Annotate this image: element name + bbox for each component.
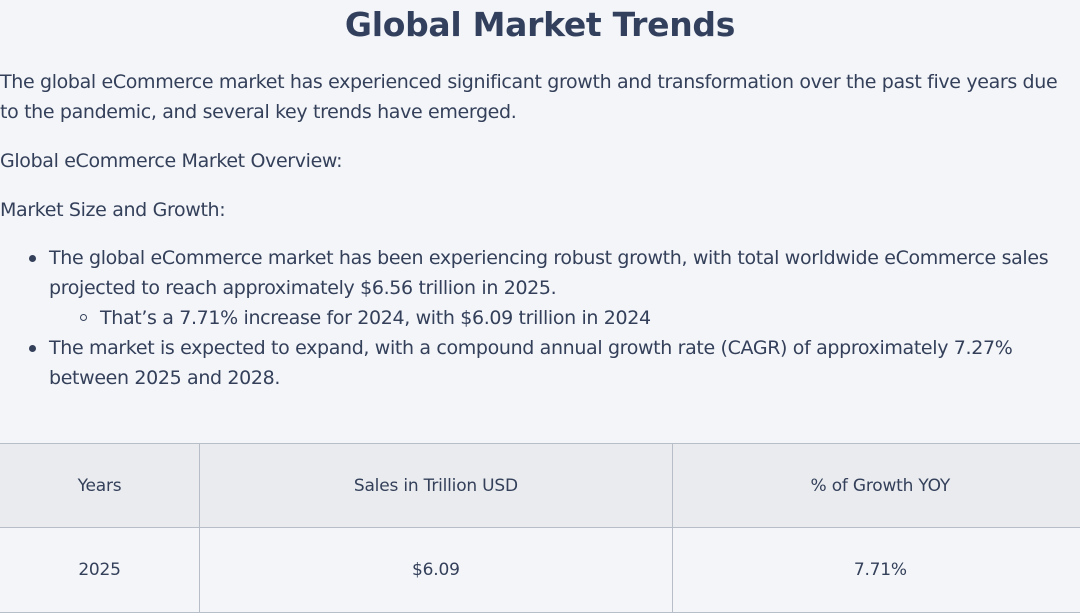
bullet-list: The global eCommerce market has been exp…	[0, 243, 1080, 393]
cell-year: 2025	[0, 527, 201, 613]
header-sales: Sales in Trillion USD	[199, 443, 673, 528]
market-size-heading: Market Size and Growth:	[0, 199, 226, 221]
table-header-row: Years Sales in Trillion USD % of Growth …	[0, 443, 1080, 528]
sales-table: Years Sales in Trillion USD % of Growth …	[0, 443, 1080, 613]
sub-list-item: That’s a 7.71% increase for 2024, with $…	[49, 303, 1080, 333]
bullet-text: The global eCommerce market has been exp…	[49, 247, 1049, 299]
page-title: Global Market Trends	[344, 5, 736, 44]
cell-sales: $6.09	[199, 527, 673, 613]
table-row: 2025 $6.09 7.71%	[0, 527, 1080, 613]
header-growth: % of Growth YOY	[671, 443, 1080, 528]
intro-paragraph: The global eCommerce market has experien…	[0, 71, 1058, 123]
sub-bullet-text: That’s a 7.71% increase for 2024, with $…	[100, 307, 651, 329]
overview-heading: Global eCommerce Market Overview:	[0, 150, 343, 172]
cell-growth: 7.71%	[671, 527, 1080, 613]
list-item: The market is expected to expand, with a…	[0, 333, 1080, 393]
bullet-text: The market is expected to expand, with a…	[49, 337, 1013, 389]
header-years: Years	[0, 443, 201, 528]
sub-bullet-list: That’s a 7.71% increase for 2024, with $…	[49, 303, 1080, 333]
list-item: The global eCommerce market has been exp…	[0, 243, 1080, 333]
